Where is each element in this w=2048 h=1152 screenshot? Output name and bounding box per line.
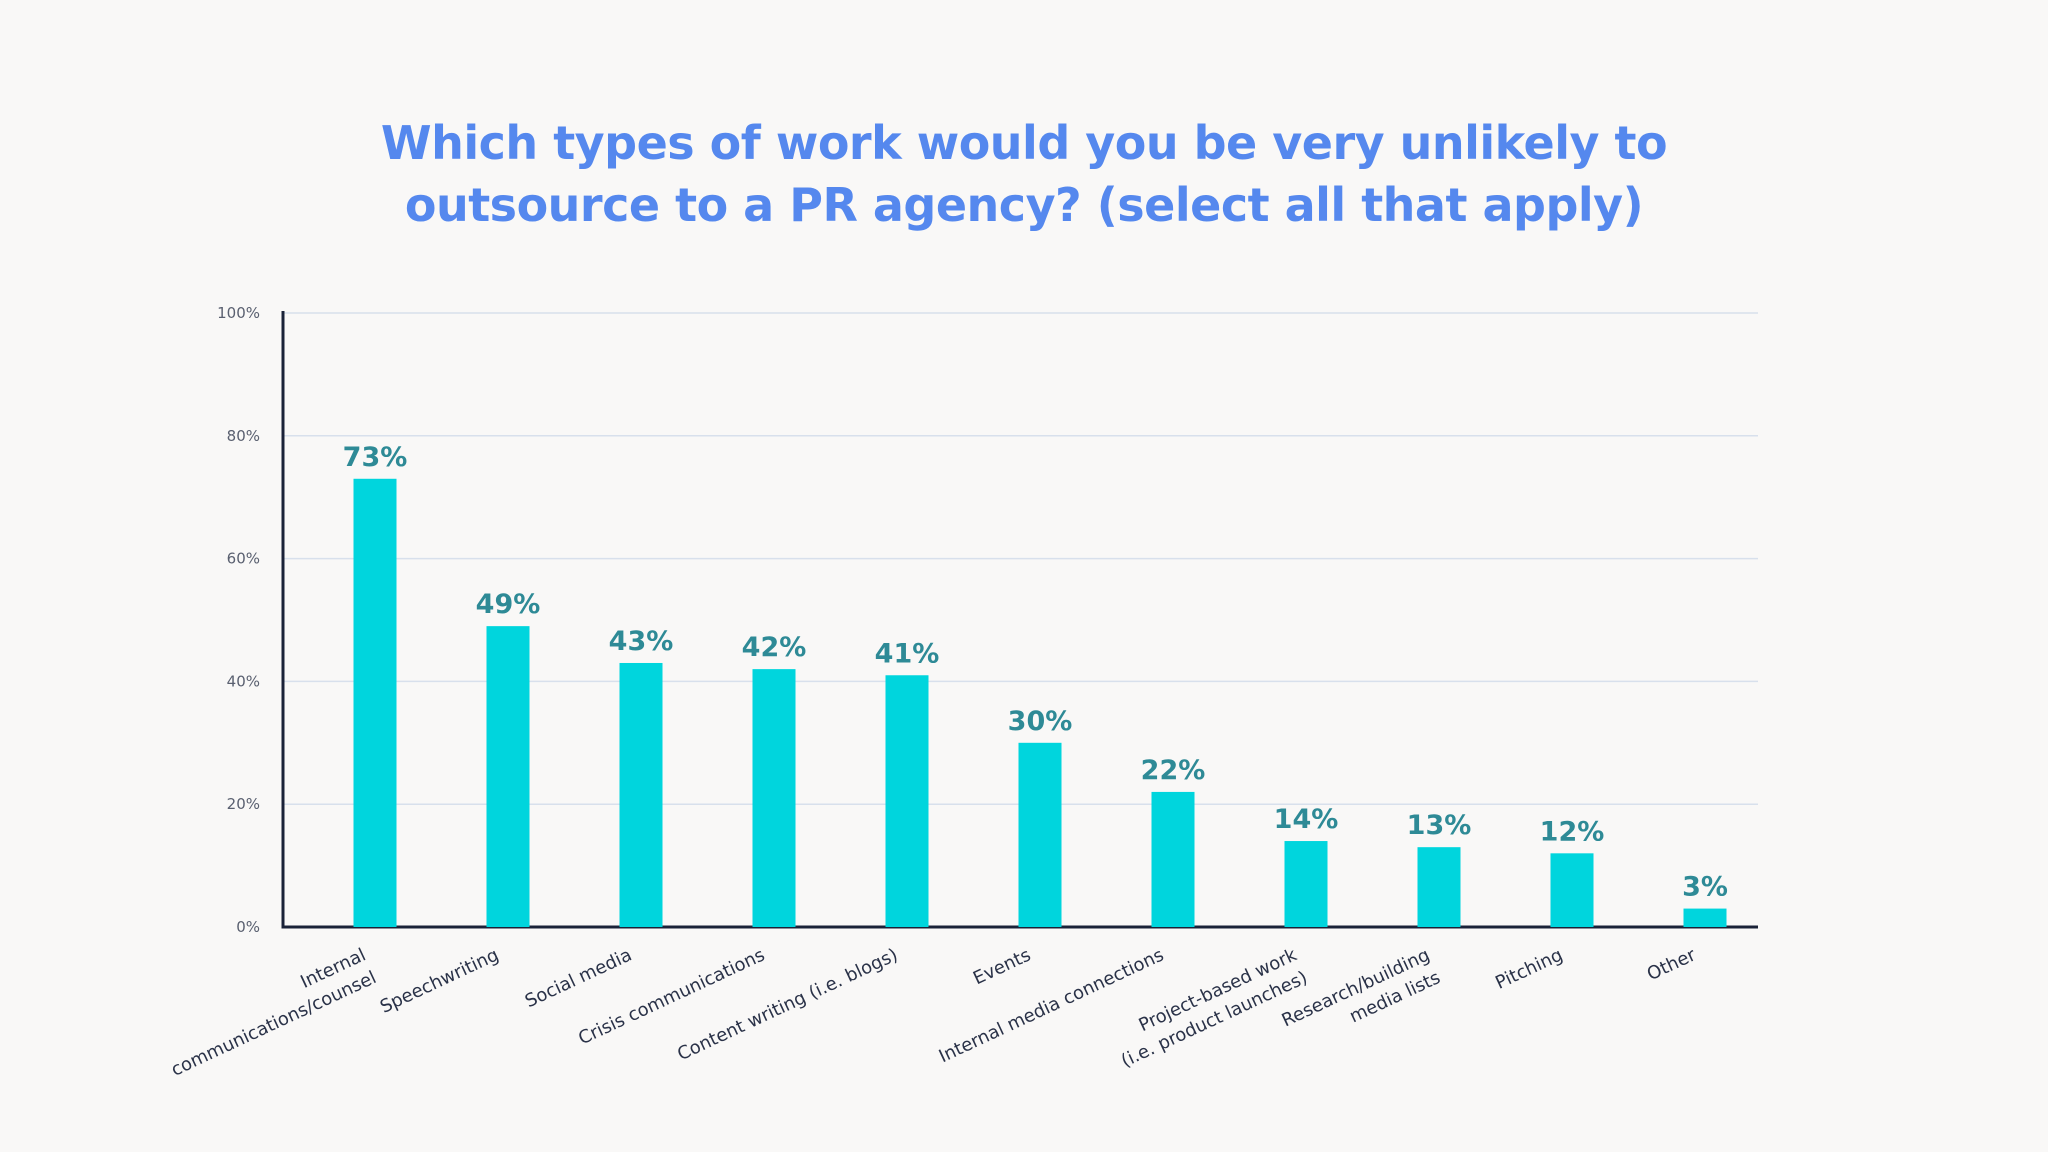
chart-title-line-2: outsource to a PR agency? (select all th… (404, 178, 1644, 232)
x-tick-label: Other (1644, 944, 1700, 985)
value-label: 41% (875, 638, 940, 669)
bar (1151, 791, 1195, 927)
value-label: 14% (1274, 804, 1339, 835)
value-label: 12% (1540, 816, 1605, 847)
bar (1683, 908, 1727, 927)
bar (1417, 847, 1461, 927)
bar (486, 626, 530, 927)
x-tick-label-line: Pitching (1492, 944, 1566, 993)
bar (353, 478, 397, 927)
x-tick-label: Research/buildingmedia lists (1279, 944, 1444, 1054)
value-label: 22% (1141, 755, 1206, 786)
x-tick-label: Pitching (1492, 944, 1566, 993)
x-tick-label-line: Social media (522, 944, 635, 1012)
value-label: 3% (1682, 872, 1728, 903)
y-tick-label: 20% (227, 795, 260, 813)
value-label: 49% (476, 589, 541, 620)
x-tick-label-line: Content writing (i.e. blogs) (674, 944, 901, 1065)
value-label: 73% (343, 442, 408, 473)
chart-title: Which types of work would you be very un… (0, 112, 2048, 236)
bar (1284, 841, 1328, 927)
x-tick-label: Social media (522, 944, 635, 1012)
x-tick-label-line: Events (970, 944, 1034, 989)
x-tick-label: Content writing (i.e. blogs) (674, 944, 901, 1065)
value-label: 13% (1407, 810, 1472, 841)
value-label: 30% (1008, 706, 1073, 737)
x-tick-label: Speechwriting (377, 944, 502, 1017)
value-label: 43% (609, 626, 674, 657)
bar (619, 662, 663, 927)
y-tick-label: 80% (227, 427, 260, 445)
y-tick-label: 60% (227, 550, 260, 568)
bar (885, 675, 929, 927)
x-tick-label-line: communications/counsel (168, 967, 380, 1081)
y-tick-label: 100% (217, 304, 260, 322)
bar (752, 669, 796, 927)
bar (1550, 853, 1594, 927)
y-tick-label: 40% (227, 672, 260, 690)
x-tick-label-line: Other (1644, 944, 1700, 985)
bar (1018, 742, 1062, 927)
x-tick-label: Internalcommunications/counsel (157, 944, 379, 1080)
x-tick-label: Events (970, 944, 1034, 989)
y-tick-label: 0% (236, 918, 260, 936)
value-label: 42% (742, 632, 807, 663)
x-tick-label-line: Speechwriting (377, 944, 502, 1017)
chart-title-line-1: Which types of work would you be very un… (380, 116, 1668, 170)
